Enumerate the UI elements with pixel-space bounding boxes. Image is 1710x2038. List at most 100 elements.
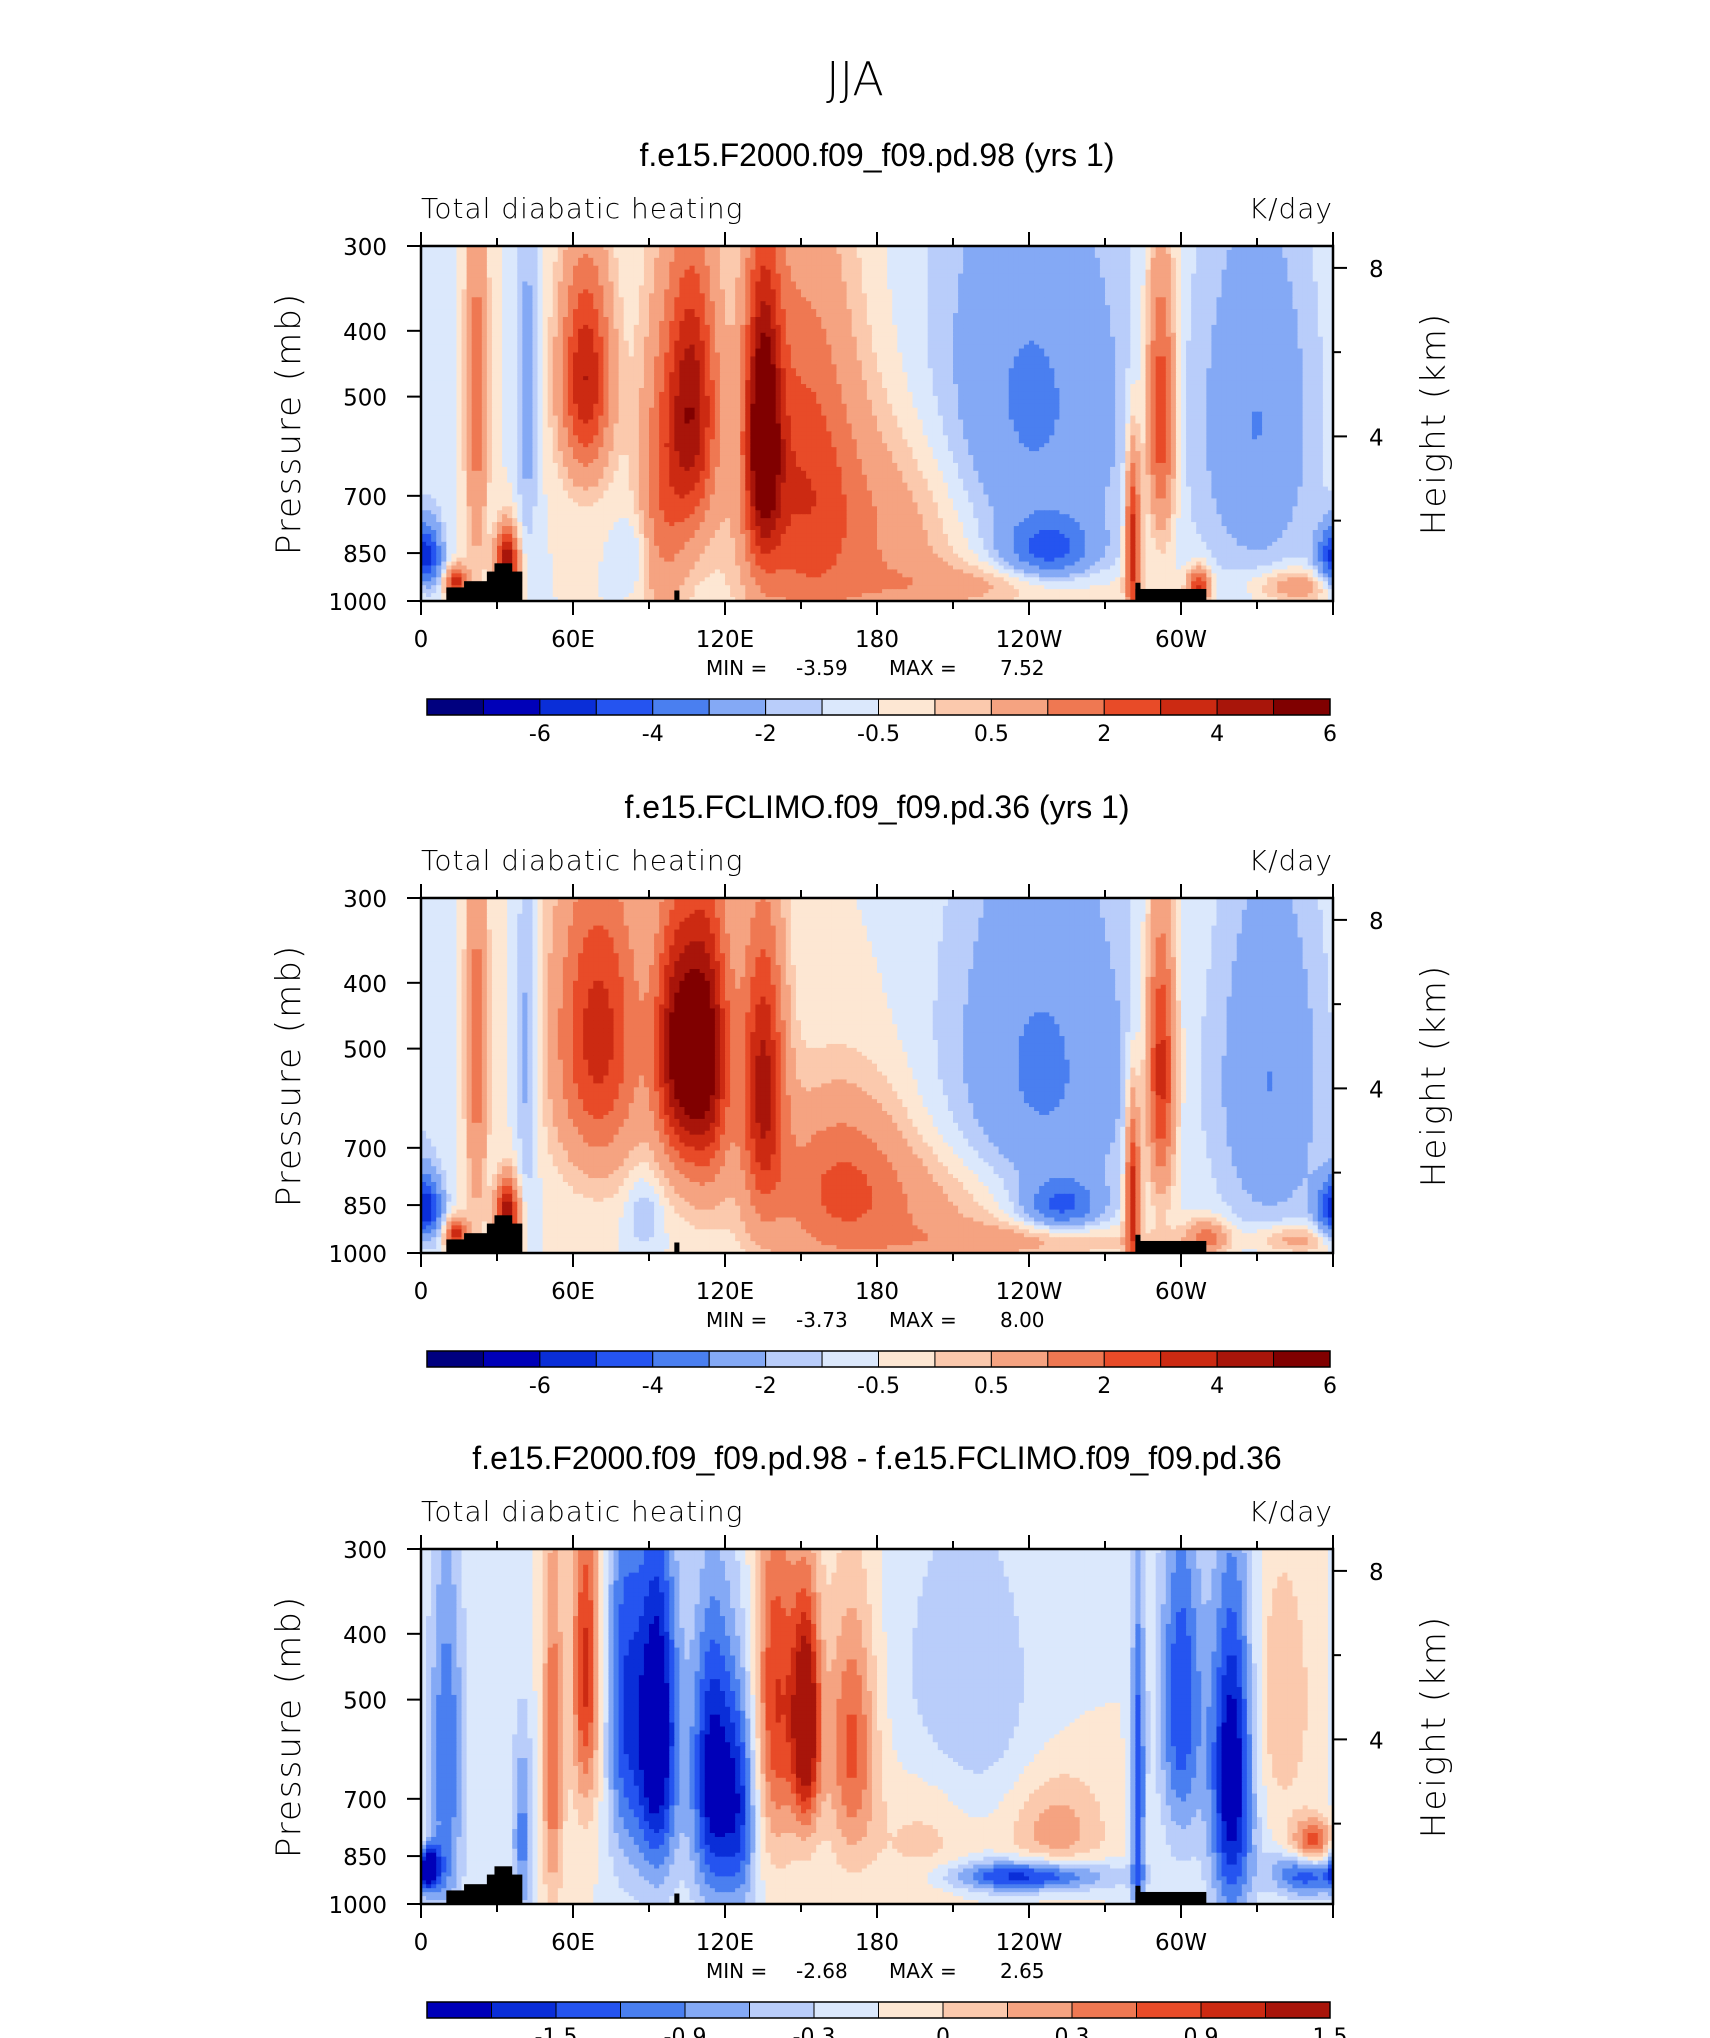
heatmap-cell: [831, 257, 838, 263]
heatmap-cell: [937, 297, 944, 302]
heatmap-cell: [502, 324, 508, 330]
heatmap-cell: [947, 249, 954, 255]
heatmap-cell: [1084, 257, 1091, 263]
heatmap-cell: [1292, 328, 1299, 334]
heatmap-cell: [806, 313, 812, 318]
heatmap-cell: [1084, 265, 1091, 271]
heatmap-cell: [1241, 332, 1248, 338]
heatmap-cell: [902, 273, 908, 279]
heatmap-cell: [689, 277, 696, 283]
heatmap-cell: [1251, 269, 1258, 275]
heatmap-cell: [588, 340, 594, 346]
heatmap-cell: [699, 301, 706, 306]
heatmap-cell: [628, 344, 635, 350]
heatmap-cell: [679, 277, 686, 283]
heatmap-cell: [1231, 253, 1238, 259]
heatmap-cell: [851, 265, 858, 271]
heatmap-cell: [1044, 301, 1050, 306]
heatmap-cell: [831, 261, 838, 267]
heatmap-cell: [998, 336, 1005, 342]
heatmap-cell: [958, 332, 964, 338]
heatmap-cell: [1120, 336, 1126, 342]
heatmap-cell: [973, 352, 979, 358]
heatmap-cell: [1302, 317, 1309, 322]
heatmap-cell: [654, 257, 660, 263]
heatmap-cell: [993, 261, 1000, 267]
heatmap-cell: [1140, 249, 1147, 255]
heatmap-cell: [1302, 281, 1309, 287]
heatmap-cell: [871, 249, 878, 255]
heatmap-cell: [866, 340, 873, 346]
heatmap-cell: [1155, 332, 1162, 338]
heatmap-cell: [1231, 340, 1238, 346]
heatmap-cell: [674, 257, 680, 263]
heatmap-cell: [643, 297, 650, 302]
heatmap-cell: [491, 297, 498, 302]
heatmap-cell: [750, 336, 756, 342]
heatmap-cell: [1155, 285, 1162, 290]
heatmap-cell: [871, 305, 878, 310]
heatmap-cell: [1013, 289, 1020, 294]
heatmap-cell: [593, 313, 599, 318]
heatmap-cell: [537, 277, 544, 283]
heatmap-cell: [760, 332, 767, 338]
heatmap-cell: [1282, 324, 1288, 330]
heatmap-cell: [1079, 313, 1086, 318]
heatmap-cell: [1039, 257, 1045, 263]
heatmap-cell: [973, 297, 979, 302]
heatmap-cell: [978, 265, 984, 271]
heatmap-cell: [963, 305, 969, 310]
heatmap-cell: [1262, 336, 1268, 342]
heatmap-cell: [638, 348, 645, 354]
heatmap-cell: [628, 265, 635, 271]
heatmap-cell: [466, 317, 473, 322]
heatmap-cell: [1029, 281, 1035, 287]
heatmap-cell: [1049, 328, 1055, 334]
heatmap-cell: [1155, 289, 1162, 294]
heatmap-cell: [937, 293, 944, 298]
heatmap-cell: [497, 352, 503, 358]
heatmap-cell: [882, 273, 888, 279]
heatmap-cell: [922, 332, 929, 338]
heatmap-cell: [618, 253, 625, 259]
heatmap-cell: [745, 348, 751, 354]
heatmap-cell: [709, 305, 716, 310]
heatmap-cell: [1049, 265, 1055, 271]
heatmap-cell: [547, 313, 554, 318]
heatmap-cell: [1029, 277, 1035, 283]
heatmap-cell: [1125, 313, 1131, 318]
panel-1: f.e15.F2000.f09_f09.pd.98 (yrs 1)Total d…: [269, 137, 1454, 747]
heatmap-cell: [436, 273, 442, 279]
heatmap-cell: [942, 348, 949, 354]
heatmap-cell: [456, 297, 463, 302]
heatmap-cell: [583, 269, 589, 275]
heatmap-cell: [649, 336, 655, 342]
heatmap-cell: [1327, 277, 1334, 283]
heatmap-cell: [704, 305, 711, 310]
heatmap-cell: [1267, 340, 1273, 346]
heatmap-cell: [871, 281, 878, 287]
heatmap-cell: [1181, 344, 1187, 350]
heatmap-cell: [502, 328, 508, 334]
heatmap-cell: [831, 301, 838, 306]
heatmap-cell: [882, 320, 888, 326]
heatmap-cell: [1115, 328, 1121, 334]
heatmap-cell: [461, 269, 468, 275]
heatmap-cell: [821, 332, 827, 338]
heatmap-cell: [426, 320, 432, 326]
heatmap-cell: [1034, 305, 1040, 310]
heatmap-cell: [1186, 305, 1192, 310]
heatmap-cell: [1079, 352, 1086, 358]
heatmap-cell: [1084, 332, 1091, 338]
heatmap-cell: [491, 324, 498, 330]
heatmap-cell: [421, 253, 427, 259]
heatmap-cell: [927, 332, 934, 338]
heatmap-cell: [431, 313, 437, 318]
heatmap-cell: [1302, 324, 1309, 330]
heatmap-cell: [1191, 344, 1197, 350]
heatmap-cell: [578, 348, 584, 354]
heatmap-cell: [993, 277, 1000, 283]
heatmap-cell: [684, 305, 691, 310]
heatmap-cell: [598, 320, 604, 326]
heatmap-cell: [714, 332, 721, 338]
